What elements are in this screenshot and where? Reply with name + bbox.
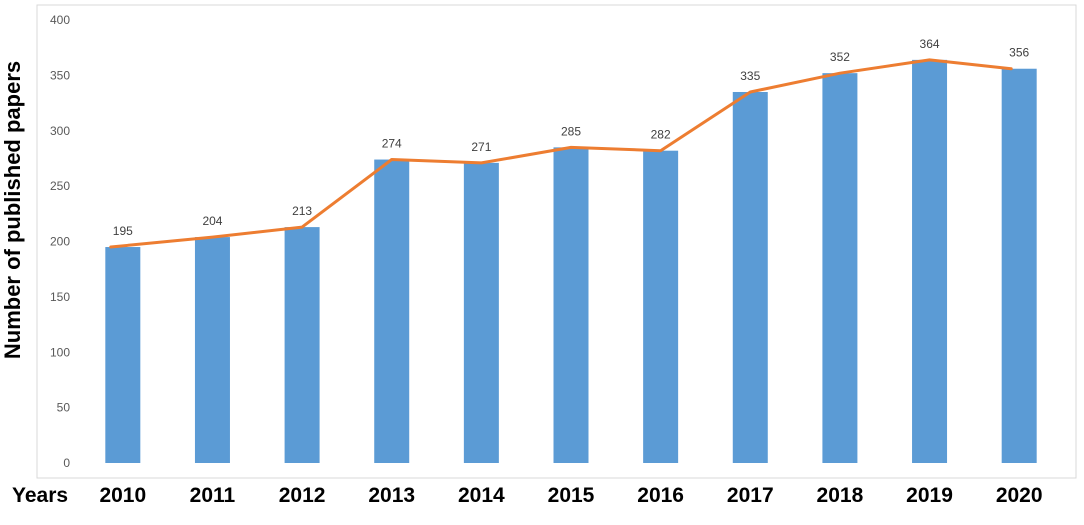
bar: [105, 247, 141, 463]
y-tick-label: 100: [50, 345, 70, 359]
bar: [284, 227, 320, 463]
data-label: 364: [920, 37, 940, 51]
trend-line: [109, 58, 1013, 249]
x-axis-title: Years: [12, 484, 68, 507]
x-tick-label: 2017: [727, 484, 774, 507]
data-label: 335: [740, 69, 760, 83]
x-tick-label: 2016: [637, 484, 684, 507]
data-labels: 195 204 213 274 271 285 282 335 352 364 356: [113, 37, 1030, 238]
x-axis-labels: 2010 2011 2012 2013 2014 2015 2016 2017 2018 2019…: [99, 484, 1042, 507]
bar-series: [105, 59, 1037, 464]
bar: [374, 159, 410, 464]
y-tick-label: 250: [50, 179, 70, 193]
bar: [643, 150, 679, 463]
bar: [194, 237, 230, 463]
x-tick-label: 2015: [548, 484, 595, 507]
x-tick-label: 2013: [368, 484, 415, 507]
x-tick-label: 2019: [906, 484, 953, 507]
y-tick-label: 350: [50, 68, 70, 82]
y-tick-label: 300: [50, 124, 70, 138]
data-label: 356: [1009, 46, 1029, 60]
data-label: 213: [292, 204, 312, 218]
x-tick-label: 2014: [458, 484, 505, 507]
y-axis-title: Number of published papers: [0, 61, 25, 359]
x-tick-label: 2020: [996, 484, 1043, 507]
y-tick-label: 200: [50, 235, 70, 249]
bar: [732, 91, 768, 464]
y-axis-ticks: 0 50 100 150 200 250 300 350 400: [50, 13, 70, 470]
y-tick-label: 400: [50, 13, 70, 27]
x-tick-label: 2011: [190, 484, 236, 507]
y-tick-label: 50: [57, 401, 71, 415]
y-tick-label: 150: [50, 290, 70, 304]
x-tick-label: 2010: [99, 484, 146, 507]
bar: [912, 59, 948, 464]
data-label: 352: [830, 50, 850, 64]
x-tick-label: 2018: [817, 484, 864, 507]
y-tick-label: 0: [63, 456, 70, 470]
bar: [553, 147, 589, 464]
data-label: 271: [471, 140, 491, 154]
data-label: 195: [113, 224, 133, 238]
data-label: 285: [561, 124, 581, 138]
data-label: 204: [202, 214, 222, 228]
bar: [1001, 68, 1037, 463]
x-tick-label: 2012: [279, 484, 326, 507]
bar: [463, 162, 499, 463]
data-label: 282: [651, 128, 671, 142]
data-label: 274: [382, 137, 402, 151]
bar: [822, 73, 858, 463]
